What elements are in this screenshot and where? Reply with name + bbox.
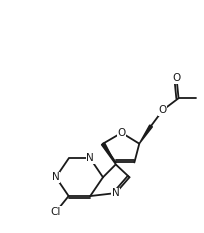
Polygon shape — [101, 143, 116, 164]
Text: O: O — [159, 105, 167, 115]
Text: O: O — [172, 73, 181, 83]
Text: N: N — [52, 172, 60, 182]
Polygon shape — [139, 125, 152, 144]
Text: N: N — [86, 154, 94, 164]
Text: Cl: Cl — [51, 207, 61, 217]
Text: O: O — [118, 128, 126, 138]
Text: N: N — [112, 188, 120, 198]
